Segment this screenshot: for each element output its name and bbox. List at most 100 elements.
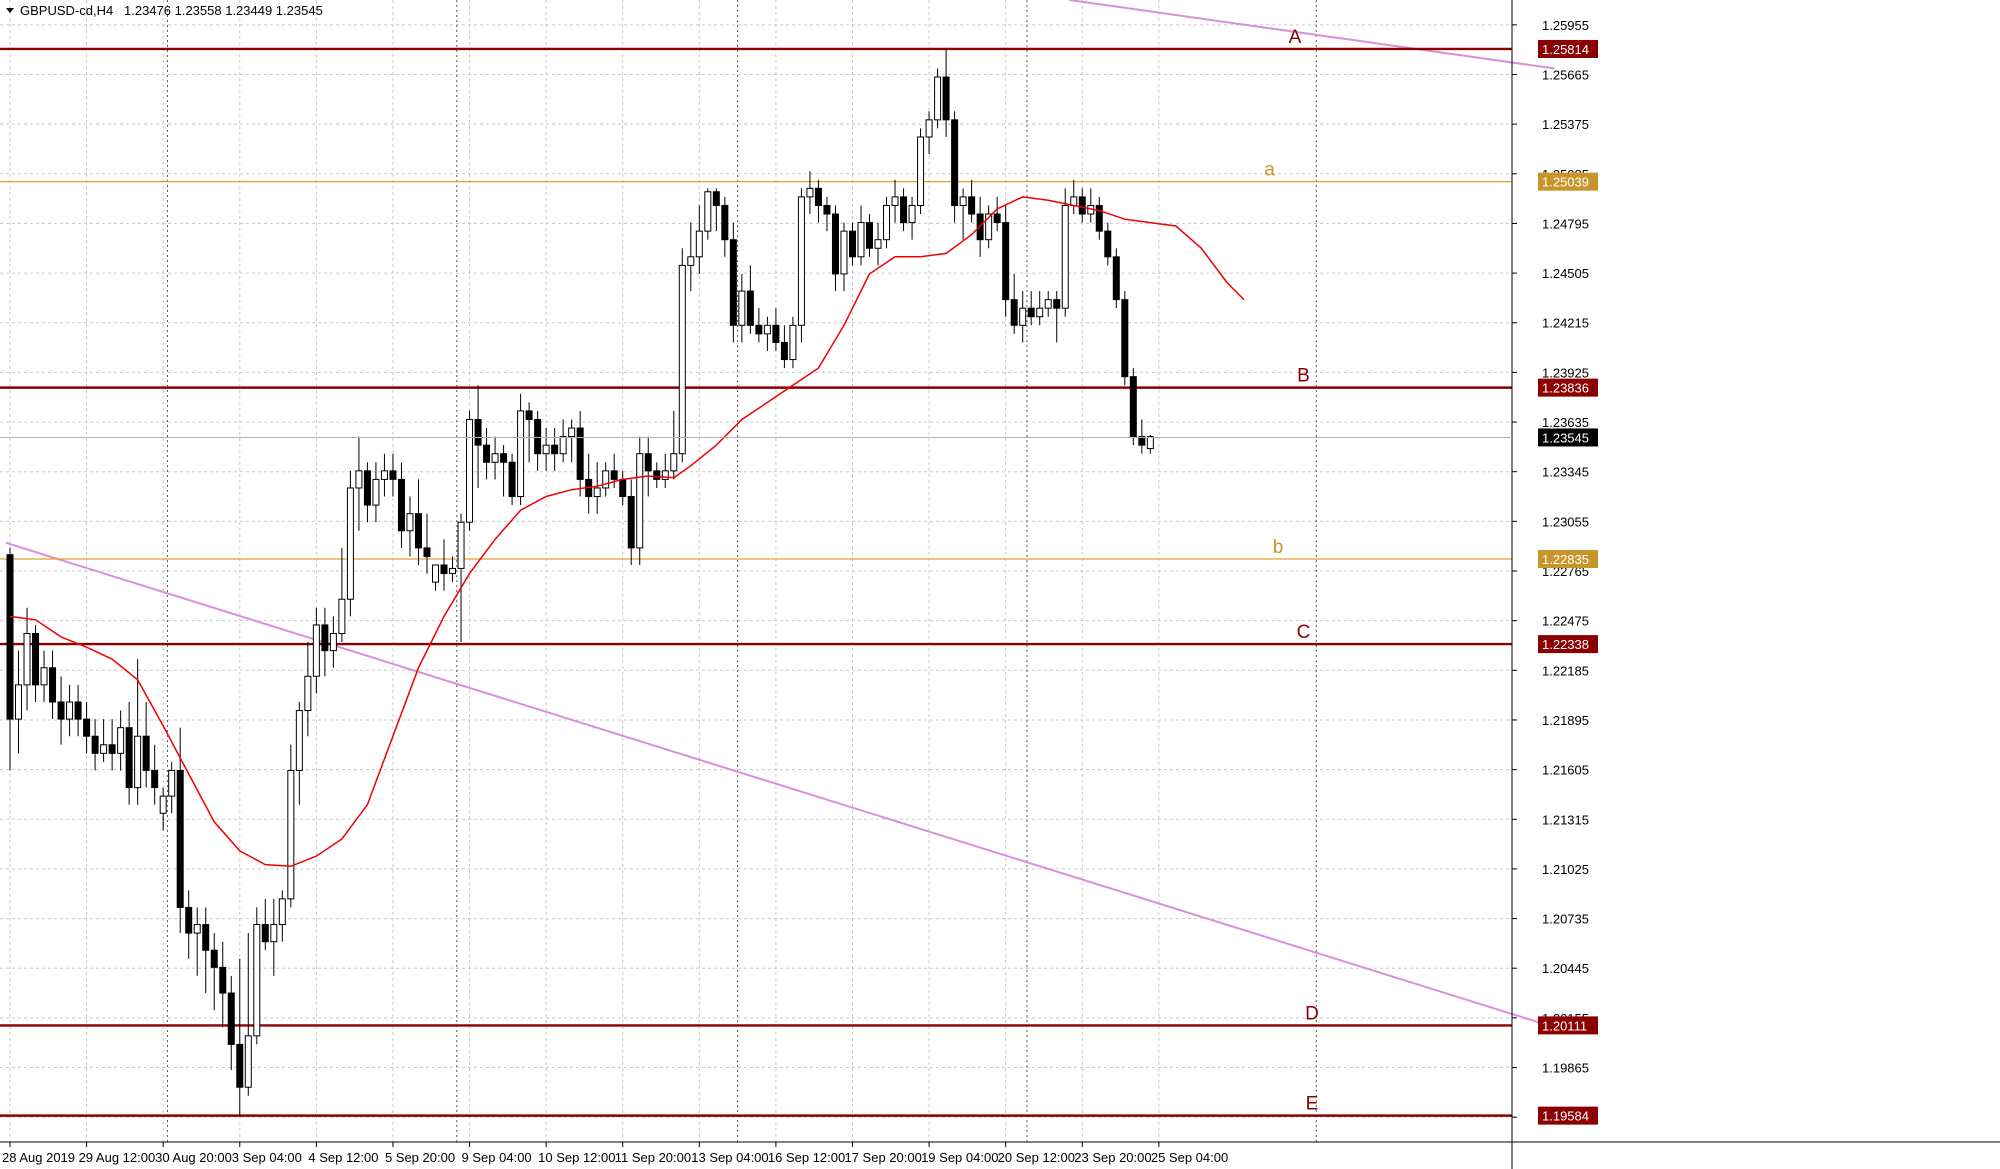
x-tick-label: 28 Aug 2019 <box>2 1150 75 1165</box>
candle <box>440 539 448 591</box>
candle <box>687 222 695 292</box>
candle-body <box>227 992 235 1045</box>
candle <box>917 128 925 215</box>
candle-body <box>168 769 176 797</box>
candle <box>1053 291 1061 343</box>
candle-body <box>372 478 380 506</box>
current-price-badge: 1.23545 <box>1538 428 1598 447</box>
candle <box>772 308 780 351</box>
candle-body <box>40 667 48 686</box>
candle <box>423 513 431 574</box>
candle-body <box>1027 307 1035 318</box>
trend-line[interactable] <box>1069 0 1555 70</box>
y-tick-label: 1.23055 <box>1542 514 1589 529</box>
candle-body <box>934 76 942 121</box>
candle-body <box>1129 376 1137 438</box>
candle-body <box>236 1043 244 1088</box>
candle-body <box>925 119 933 138</box>
candle <box>1095 196 1103 240</box>
candle <box>278 890 286 942</box>
candle-body <box>653 470 661 480</box>
candle-body <box>491 453 499 463</box>
x-tick-label: 5 Sep 20:00 <box>385 1150 455 1165</box>
candle <box>500 445 508 497</box>
candle <box>1061 188 1069 317</box>
candle <box>134 659 142 805</box>
candle-body <box>678 264 686 455</box>
candle <box>389 453 397 497</box>
candle <box>1112 248 1120 309</box>
candle-body <box>1070 196 1078 206</box>
candle <box>100 719 108 762</box>
candle-body <box>74 701 82 720</box>
candle-body <box>670 453 678 472</box>
candle <box>185 890 193 959</box>
candle-body <box>866 222 874 249</box>
candle-body <box>1121 299 1129 378</box>
price-badge-C-box <box>1538 635 1598 654</box>
candle <box>1121 291 1129 386</box>
candle-body <box>49 667 57 703</box>
ma-line <box>9 196 1245 868</box>
trend-line[interactable] <box>5 541 1555 1029</box>
price-badge-B: 1.23836 <box>1538 378 1598 397</box>
candle <box>227 975 235 1071</box>
candle-body <box>729 239 737 326</box>
candle-body <box>176 769 184 908</box>
candle-body <box>125 727 133 789</box>
y-tick-label: 1.23925 <box>1542 365 1589 380</box>
candle-body <box>891 196 899 206</box>
candle <box>763 316 771 351</box>
candle <box>40 650 48 702</box>
candle <box>57 676 65 745</box>
candle-body <box>66 701 74 720</box>
candle-body <box>423 547 431 557</box>
candle-body <box>1104 230 1112 258</box>
candle <box>108 719 116 771</box>
price-badge-C: 1.22338 <box>1538 635 1598 654</box>
candlesticks <box>6 47 1154 1117</box>
level-label-b: b <box>1273 537 1284 558</box>
horizontal-levels[interactable] <box>0 47 1512 1117</box>
candle <box>925 111 933 155</box>
candle-body <box>823 204 831 215</box>
candle-body <box>57 701 65 720</box>
candle <box>414 479 422 566</box>
candle <box>670 410 678 480</box>
trend-lines[interactable] <box>5 0 1555 1029</box>
x-tick-label: 4 Sep 12:00 <box>308 1150 378 1165</box>
candle-body <box>721 204 729 241</box>
candle <box>159 787 167 831</box>
level-labels: Aa Bb C D E <box>1264 27 1319 1115</box>
candle-body <box>287 769 295 900</box>
candle-body <box>380 470 388 480</box>
candle-body <box>695 230 703 258</box>
y-tick-label: 1.23345 <box>1542 465 1589 480</box>
candle <box>789 316 797 369</box>
candle <box>151 744 159 805</box>
candle-body <box>806 187 814 198</box>
candle <box>517 393 525 506</box>
x-tick-label: 13 Sep 04:00 <box>691 1150 768 1165</box>
candle-body <box>814 187 822 206</box>
candle <box>1044 291 1052 317</box>
menu-triangle-icon[interactable] <box>6 8 14 13</box>
candle-body <box>840 230 848 275</box>
candle-body <box>363 470 371 506</box>
candle <box>729 222 737 343</box>
candle-body <box>23 632 31 686</box>
candle-body <box>244 1035 252 1088</box>
y-tick-label: 1.23635 <box>1542 415 1589 430</box>
candle <box>534 410 542 471</box>
level-label-a: a <box>1264 160 1275 181</box>
candle-body <box>602 470 610 489</box>
candle-body <box>619 478 627 498</box>
candle <box>721 196 729 257</box>
candle-body <box>763 324 771 335</box>
level-label-D: D <box>1305 1003 1319 1024</box>
candle <box>968 179 976 223</box>
candle-body <box>117 727 125 754</box>
